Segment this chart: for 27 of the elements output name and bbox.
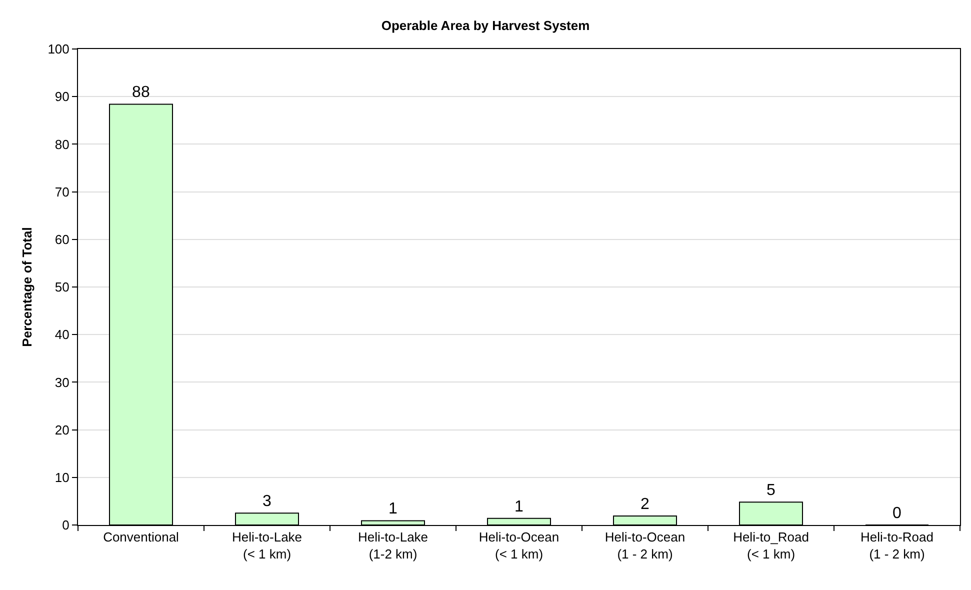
- y-tick-label: 40: [54, 327, 70, 342]
- data-label: 1: [388, 500, 398, 518]
- data-label: 1: [514, 498, 524, 516]
- y-tick-label: 10: [54, 470, 70, 485]
- data-label: 5: [766, 482, 776, 500]
- data-label: 2: [640, 496, 650, 513]
- y-tick-label: 90: [54, 89, 70, 104]
- y-tick-label: 100: [48, 42, 70, 57]
- y-axis-title: Percentage of Total: [20, 227, 35, 347]
- data-label: 88: [132, 84, 150, 102]
- x-tick-label: Conventional: [103, 530, 180, 545]
- y-tick-label: 30: [54, 374, 70, 390]
- chart-title: Operable Area by Harvest System: [381, 18, 590, 33]
- x-tick-label: Heli-to-Ocean (< 1 km): [478, 530, 560, 562]
- y-tick-label: 80: [54, 136, 70, 152]
- x-tick-label: Heli-to-Ocean (1 - 2 km): [604, 530, 686, 562]
- x-tick-label: Heli-to-Road (1 - 2 km): [860, 530, 934, 562]
- y-tick-label: 60: [54, 232, 70, 247]
- x-tick-label: Heli-to_Road (< 1 km): [733, 530, 809, 562]
- data-label: 3: [262, 493, 272, 510]
- x-tick-label: Heli-to-Lake (< 1 km): [232, 530, 302, 562]
- y-tick-label: 0: [62, 518, 70, 533]
- y-tick-label: 70: [54, 184, 70, 200]
- x-tick-label: Heli-to-Lake (1-2 km): [358, 530, 428, 562]
- y-tick-label: 20: [54, 422, 70, 438]
- data-label: 0: [892, 505, 902, 522]
- y-tick-label: 50: [54, 280, 70, 295]
